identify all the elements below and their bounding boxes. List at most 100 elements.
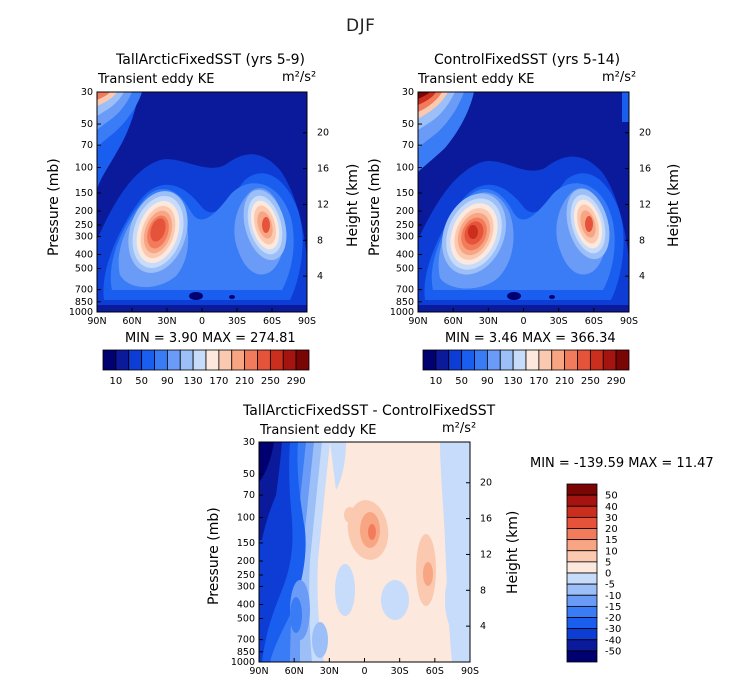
height-tick-label: 12 xyxy=(480,549,492,560)
colorbar-swatch xyxy=(551,349,566,371)
panel1-title: TallArcticFixedSST (yrs 5-9) xyxy=(116,52,306,68)
diff-colorbar-label: 5 xyxy=(605,557,611,568)
colorbar-swatch xyxy=(499,349,514,371)
diff-colorbar-label: -50 xyxy=(605,646,621,657)
diff-colorbar-label: 50 xyxy=(605,491,618,502)
panel2-plot xyxy=(418,92,629,312)
colorbar-label: 90 xyxy=(161,376,174,387)
colorbar-swatch xyxy=(486,349,501,371)
height-tick-label: 20 xyxy=(317,128,329,139)
panel1-variable: Transient eddy KE xyxy=(98,72,215,87)
pressure-tick-label: 150 xyxy=(396,188,414,199)
colorbar-swatch xyxy=(282,349,297,371)
height-tick-label: 20 xyxy=(480,478,492,489)
figure-title: DJF xyxy=(346,16,376,36)
pressure-tick-label: 1000 xyxy=(231,657,255,668)
pressure-tick-label: 1000 xyxy=(69,307,93,318)
colorbar-swatch xyxy=(577,349,591,371)
lat-tick-label: 90N xyxy=(87,316,106,327)
colorbar-swatch xyxy=(615,349,630,371)
pressure-tick-label: 150 xyxy=(75,188,93,199)
colorbar-label: 170 xyxy=(209,376,228,387)
diff-colorbar-swatch xyxy=(566,494,598,507)
pressure-tick-label: 1000 xyxy=(390,307,414,318)
lat-tick-label: 0 xyxy=(361,666,367,677)
colorbar-swatch xyxy=(218,349,233,371)
colorbar-label: 10 xyxy=(430,376,443,387)
pressure-tick-label: 300 xyxy=(75,231,93,242)
diff-colorbar-swatch xyxy=(566,483,598,496)
panel2-minmax: MIN = 3.46 MAX = 366.34 xyxy=(445,331,616,346)
diff-colorbar-label: -30 xyxy=(605,624,621,635)
height-tick-label: 12 xyxy=(317,199,329,210)
colorbar-swatch xyxy=(602,349,617,371)
colorbars: 10 50 90 130 170 210 250 290 10 50 90 130 170 210 250 2… xyxy=(102,349,630,663)
diff-colorbar-label: -5 xyxy=(605,580,615,591)
height-tick-label: 4 xyxy=(639,271,645,282)
colorbar-swatch xyxy=(435,349,450,371)
colorbar-swatch xyxy=(512,349,527,371)
diff-colorbar-label: -10 xyxy=(605,591,621,602)
colorbar-label: 170 xyxy=(529,376,548,387)
pressure-tick-label: 70 xyxy=(402,140,414,151)
colorbar-label: 130 xyxy=(504,376,523,387)
colorbar-swatch xyxy=(192,349,207,371)
lat-tick-label: 90N xyxy=(408,316,427,327)
colorbar-swatch xyxy=(422,349,437,371)
colorbar-label: 130 xyxy=(184,376,203,387)
colorbar-swatch xyxy=(525,349,540,371)
colorbar-label: 210 xyxy=(235,376,254,387)
pressure-tick-label: 30 xyxy=(243,437,255,448)
pressure-tick-label: 850 xyxy=(396,297,414,308)
panel1-units: m²/s² xyxy=(282,70,317,85)
height-tick-label: 16 xyxy=(317,164,329,175)
height-tick-label: 20 xyxy=(639,128,651,139)
height-tick-label: 16 xyxy=(480,514,492,525)
colorbar-label: 10 xyxy=(110,376,123,387)
pressure-tick-label: 100 xyxy=(75,163,93,174)
diff-colorbar-swatch xyxy=(566,639,598,652)
pressure-tick-label: 250 xyxy=(396,220,414,231)
panel3-units: m²/s² xyxy=(442,421,477,436)
colorbar-label: 90 xyxy=(481,376,494,387)
diff-colorbar-swatch xyxy=(566,550,598,563)
lat-tick-label: 90S xyxy=(461,666,479,677)
diff-colorbar-label: 10 xyxy=(605,546,618,557)
colorbar-swatch xyxy=(589,349,604,371)
height-tick-label: 4 xyxy=(480,621,486,632)
colorbar-swatch xyxy=(205,349,220,371)
colorbar-swatch xyxy=(128,349,143,371)
diff-colorbar-swatch xyxy=(566,528,598,541)
colorbar-swatch xyxy=(179,349,194,371)
panel3-title: TallArcticFixedSST - ControlFixedSST xyxy=(243,403,496,419)
pressure-tick-label: 700 xyxy=(237,635,255,646)
pressure-tick-label: 100 xyxy=(396,163,414,174)
colorbar-swatch xyxy=(154,349,168,371)
diff-colorbar-label: 20 xyxy=(605,524,618,535)
lat-tick-label: 0 xyxy=(199,316,205,327)
lat-tick-label: 60N xyxy=(285,666,304,677)
diff-colorbar-swatch xyxy=(566,617,598,630)
lat-tick-label: 90S xyxy=(620,316,638,327)
pressure-tick-label: 30 xyxy=(81,87,93,98)
colorbar-swatch xyxy=(244,349,258,371)
height-tick-label: 4 xyxy=(317,271,323,282)
panel3-plot xyxy=(259,442,470,662)
panel2-units: m²/s² xyxy=(602,70,637,85)
pressure-tick-label: 50 xyxy=(243,469,255,480)
lat-tick-label: 60N xyxy=(122,316,141,327)
lat-tick-label: 60S xyxy=(585,316,603,327)
pressure-tick-label: 200 xyxy=(237,556,255,567)
lat-tick-label: 60S xyxy=(263,316,281,327)
colorbar-swatch xyxy=(102,349,117,371)
diff-colorbar-label: -15 xyxy=(605,602,621,613)
colorbar-swatch xyxy=(461,349,475,371)
colorbar-label: 290 xyxy=(607,376,626,387)
lat-tick-label: 30N xyxy=(157,316,176,327)
diff-colorbar-swatch xyxy=(566,561,598,574)
lat-tick-label: 60N xyxy=(444,316,463,327)
pressure-tick-label: 250 xyxy=(75,220,93,231)
panel3-minmax: MIN = -139.59 MAX = 11.47 xyxy=(530,456,714,471)
pressure-tick-label: 500 xyxy=(75,264,93,275)
